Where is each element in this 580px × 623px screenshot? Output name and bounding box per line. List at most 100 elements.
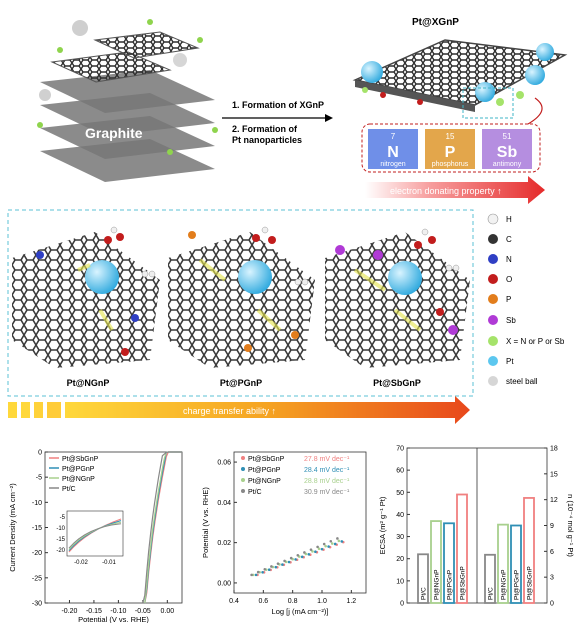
x-tick-label: 0.00 — [161, 608, 175, 615]
tafel-point — [294, 558, 297, 561]
left-y-tick-label: 10 — [396, 578, 404, 585]
tafel-point — [340, 540, 344, 543]
legend-label: Pt@PGnP — [62, 466, 95, 473]
legend-swatch — [241, 489, 245, 493]
bar-category-label: Pt@SbGnP — [527, 566, 534, 600]
legend-label: Pt/C — [248, 489, 262, 496]
tafel-point — [333, 542, 337, 546]
panel-pgnp — [168, 226, 315, 368]
tafel-point — [320, 547, 324, 551]
right-y-tick-label: 0 — [550, 601, 554, 608]
y-tick-label: 0.04 — [217, 500, 231, 507]
legend-label: N — [506, 255, 512, 264]
tafel-point — [261, 570, 264, 574]
bar-category-label: Pt@PGnP — [514, 570, 521, 600]
x-tick-label: 1.2 — [346, 598, 356, 605]
left-y-tick-label: 70 — [396, 446, 404, 453]
tafel-point — [287, 560, 291, 564]
bar — [430, 520, 442, 604]
legend-label: C — [506, 235, 512, 244]
left-y-tick-label: 30 — [396, 534, 404, 541]
legend-label: O — [506, 275, 512, 284]
bar-category-label: Pt@SbGnP — [460, 566, 467, 600]
tafel-point — [327, 545, 330, 548]
bar-category-label: Pt@PGnP — [447, 570, 454, 600]
element-symbol: Sb — [497, 144, 518, 161]
element-number: 15 — [446, 132, 455, 141]
legend-swatch — [241, 467, 245, 471]
x-tick-label: 1.0 — [317, 598, 327, 605]
legend-label: Pt@SbGnP — [62, 456, 99, 463]
legend-label: Pt — [506, 357, 514, 366]
right-y-tick-label: 15 — [550, 471, 558, 478]
slope-label: 28.8 mV dec⁻¹ — [304, 478, 350, 485]
right-y-axis-label: n (10⁻⁴ mol g⁻¹ Pt) — [566, 494, 575, 557]
bar — [484, 553, 496, 604]
step-2-label-line2: Pt nanoparticles — [232, 135, 302, 145]
x-tick-label: 0.6 — [258, 598, 268, 605]
y-tick-label: -25 — [32, 575, 42, 582]
tafel-point — [314, 550, 317, 554]
y-tick-label: 0.02 — [217, 540, 231, 547]
tafel-point — [316, 545, 319, 549]
legend-swatch — [241, 456, 245, 460]
graphite-stack — [37, 19, 218, 182]
inset-y-tick: -15 — [56, 537, 65, 543]
tafel-point — [250, 573, 253, 577]
inset-y-tick: -10 — [56, 526, 65, 532]
legend-label: H — [506, 215, 512, 224]
mechanism-panel-frame — [7, 209, 474, 397]
tafel-point — [307, 552, 311, 556]
tafel-point — [281, 563, 284, 566]
tafel-point — [254, 573, 258, 577]
legend-label: Sb — [506, 316, 516, 325]
right-y-tick-label: 12 — [550, 497, 558, 504]
left-y-tick-label: 20 — [396, 556, 404, 563]
legend-label: Pt/C — [62, 486, 76, 493]
tafel-point — [303, 551, 306, 554]
polarization-curve — [144, 451, 182, 604]
left-y-tick-label: 0 — [400, 601, 404, 608]
tafel-point — [337, 539, 341, 543]
legend-label: Pt@SbGnP — [248, 456, 285, 463]
legend-label: steel ball — [506, 377, 538, 386]
product-title: Pt@XGnP — [412, 17, 459, 28]
inset-x-tick: -0.02 — [74, 560, 88, 566]
bar — [510, 524, 522, 604]
tafel-point — [300, 555, 304, 559]
right-y-tick-label: 6 — [550, 549, 554, 556]
inset-y-tick: -20 — [56, 548, 65, 554]
right-y-tick-label: 3 — [550, 575, 554, 582]
element-number: 51 — [503, 132, 512, 141]
tafel-point — [317, 547, 321, 551]
slope-label: 27.8 mV dec⁻¹ — [304, 456, 350, 463]
step-2-label-line1: 2. Formation of — [232, 124, 298, 134]
x-tick-label: -0.10 — [110, 608, 126, 615]
tafel-point — [256, 570, 260, 574]
tafel-chart: 0.4 0.6 0.8 1.0 1.2 0.06 0.04 0.02 0.00 Log [j (m… — [201, 451, 367, 616]
tafel-point — [309, 548, 313, 551]
x-tick-label: -0.20 — [61, 608, 77, 615]
panel-label-pgnp: Pt@PGnP — [220, 378, 262, 388]
y-axis-label: Current Density (mA cm⁻²) — [8, 483, 17, 572]
y-tick-label: -20 — [32, 550, 42, 557]
polarization-chart: -0.20 -0.15 -0.10 -0.05 0.00 0 -5 -10 -15 -20 -25 -… — [8, 450, 183, 623]
element-box-frame — [361, 123, 541, 173]
y-tick-label: -10 — [32, 500, 42, 507]
x-axis-label: Log [j (mA cm⁻²)] — [272, 607, 329, 616]
x-tick-label: -0.05 — [135, 608, 151, 615]
bar-category-label: Pt/C — [488, 587, 495, 600]
y-tick-label: 0.00 — [217, 580, 231, 587]
element-card-nitrogen — [368, 129, 418, 169]
tafel-point — [311, 550, 314, 553]
atom-legend — [487, 213, 499, 386]
panel-label-sbgnp: Pt@SbGnP — [373, 378, 421, 388]
left-y-axis-label: ECSA (m² g⁻¹ Pt) — [378, 496, 387, 554]
tafel-point — [296, 553, 300, 557]
bar-category-label: Pt@NGnP — [501, 570, 508, 600]
x-tick-label: 0.8 — [288, 598, 298, 605]
inset-curve — [68, 523, 122, 549]
graphite-label: Graphite — [85, 125, 143, 141]
element-symbol: P — [445, 144, 456, 161]
y-tick-label: -15 — [32, 525, 42, 532]
